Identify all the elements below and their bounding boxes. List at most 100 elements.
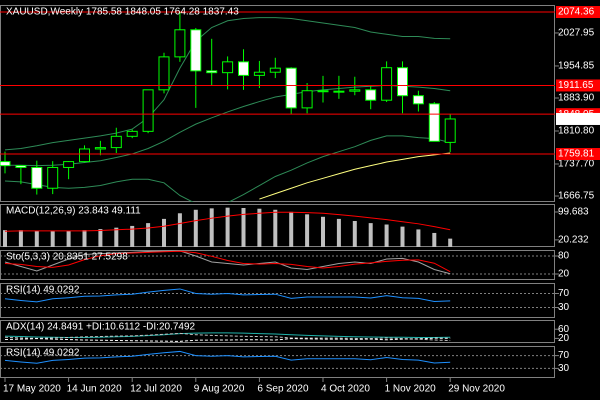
y-tick-label: 60 (558, 324, 570, 335)
histogram-bar (3, 230, 7, 247)
candle-body (428, 103, 440, 142)
y-tick-label: 20 (558, 333, 570, 344)
histogram-bar (257, 208, 262, 247)
panel-frame (0, 283, 555, 318)
indicator-line (4, 332, 451, 338)
panel-title: MACD(12,26,9) 23.843 49.111 (6, 206, 141, 217)
histogram-bar (82, 230, 87, 247)
panel-title: ADX(14) 24.8491 +DI:10.6112 -DI:20.7492 (6, 322, 196, 333)
panel (3, 207, 453, 247)
histogram-bar (225, 207, 230, 247)
histogram-bar (321, 216, 325, 247)
y-tick-label: 20 (558, 269, 570, 280)
indicator-line (259, 152, 451, 200)
level-label: 1759.81 (558, 149, 595, 160)
y-tick-label: 20.232 (558, 235, 589, 246)
x-tick-label: 12 Jul 2020 (130, 384, 182, 395)
histogram-bar (400, 226, 405, 247)
panel (0, 350, 555, 369)
histogram-bar (416, 229, 421, 247)
candle-body (126, 130, 138, 137)
x-tick-label: 29 Nov 2020 (448, 384, 505, 395)
candle-body (269, 67, 281, 73)
histogram-bar (66, 230, 71, 247)
candle-body (253, 71, 265, 76)
x-tick-label: 4 Oct 2020 (321, 384, 370, 395)
histogram-bar (273, 209, 278, 247)
panel-frame (0, 320, 555, 343)
panel-frame (0, 204, 555, 247)
histogram-bar (162, 218, 166, 247)
y-tick-label: 1737.70 (558, 159, 595, 170)
indicator-line (4, 211, 451, 232)
histogram-bar (289, 211, 294, 247)
indicator-line (4, 17, 451, 151)
y-tick-label: 1883.90 (558, 93, 595, 104)
panel (4, 332, 451, 342)
histogram-bar (34, 230, 39, 247)
histogram-bar (18, 230, 23, 247)
histogram-bar (432, 232, 437, 247)
y-tick-label: 1810.80 (558, 126, 595, 137)
candle-body (31, 166, 43, 189)
indicator-line (4, 288, 451, 303)
level-label: 1911.65 (558, 80, 594, 91)
price-label: 1837.43 (558, 114, 595, 125)
panel-frame (0, 5, 555, 202)
histogram-bar (352, 221, 357, 247)
price-box (556, 112, 600, 125)
y-tick-label: 30 (558, 363, 570, 374)
candle-body (365, 89, 377, 101)
panel-frame (0, 250, 555, 280)
y-tick-label: 99.683 (558, 207, 589, 218)
histogram-bar (130, 225, 135, 247)
candle-body (397, 67, 408, 97)
y-tick-label: 80 (558, 251, 570, 262)
y-tick-label: 70 (558, 288, 570, 299)
candle-body (317, 90, 329, 93)
y-tick-label: 1666.75 (558, 191, 595, 202)
x-tick-label: 1 Nov 2020 (385, 384, 437, 395)
histogram-bar (209, 208, 214, 247)
level-box (556, 6, 600, 19)
candle-body (206, 70, 218, 74)
candle-body (94, 147, 106, 150)
histogram-bar (50, 231, 55, 247)
x-tick-label: 17 May 2020 (3, 384, 61, 395)
histogram-bar (384, 224, 389, 247)
histogram-bar (448, 238, 453, 247)
x-tick-label: 9 Aug 2020 (194, 384, 245, 395)
level-box (556, 148, 600, 161)
indicator-line (4, 250, 451, 273)
candle-body (444, 118, 456, 143)
histogram-bar (336, 218, 341, 247)
panel-title: RSI(14) 49.0292 (6, 348, 80, 359)
candle-body (15, 165, 27, 168)
panel-frame (0, 346, 555, 378)
histogram-bar (305, 214, 310, 247)
y-tick-label: 30 (558, 302, 570, 313)
candle-body (222, 61, 234, 74)
candle-body (285, 67, 297, 109)
x-tick-label: 14 Jun 2020 (67, 384, 122, 395)
x-tick-label: 6 Sep 2020 (257, 384, 309, 395)
candle-body (110, 135, 122, 149)
level-box (556, 79, 600, 92)
y-tick-label: 1954.85 (558, 61, 595, 72)
candle-body (79, 148, 90, 163)
panel (0, 288, 555, 308)
panel-title: Sto(5,3,3) 20.8351 27.5298 (6, 252, 128, 263)
y-tick-label: 70 (558, 350, 570, 361)
candle-body (158, 56, 170, 91)
histogram-bar (368, 223, 373, 247)
level-label: 2074.36 (558, 7, 595, 18)
indicator-line (4, 350, 451, 364)
candle-body (47, 166, 59, 189)
histogram-bar (114, 227, 119, 247)
histogram-bar (241, 208, 246, 247)
candle-body (190, 29, 202, 72)
y-tick-label: 2027.95 (558, 28, 595, 39)
